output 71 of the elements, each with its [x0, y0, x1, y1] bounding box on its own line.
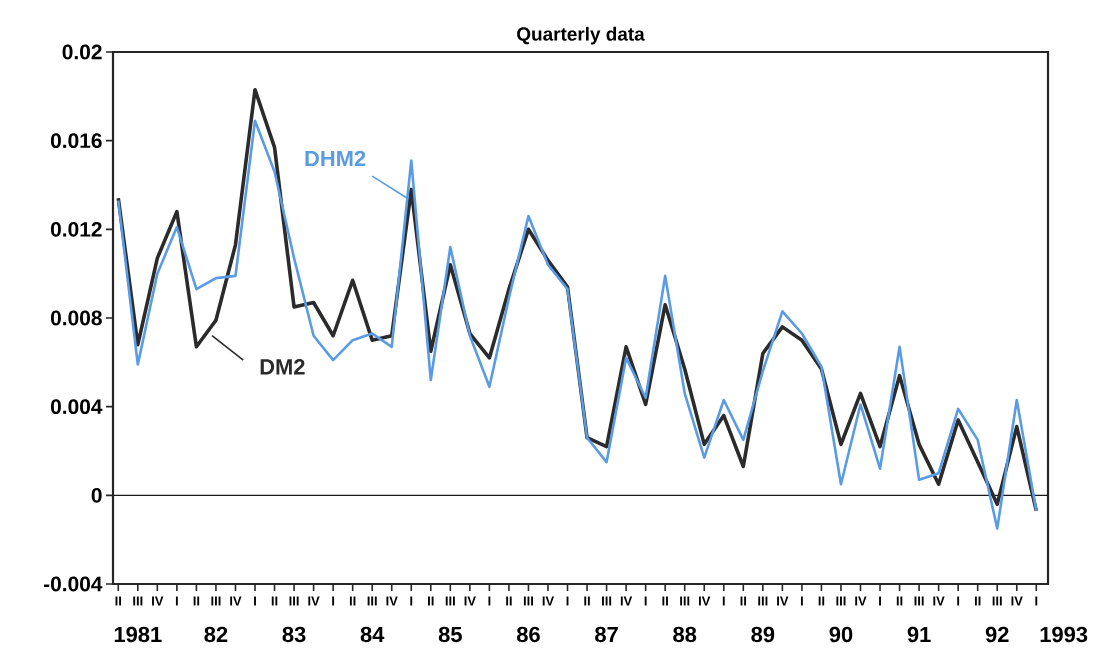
y-tick-label: -0.004 — [43, 576, 103, 592]
x-tick-label: IV — [386, 596, 398, 606]
x-tick-label: II — [349, 596, 356, 606]
x-tick-label: IV — [152, 596, 164, 606]
y-tick-label: 0 — [91, 487, 102, 503]
x-tick-label: I — [332, 596, 335, 606]
x-tick-label: IV — [230, 596, 242, 606]
x-tick-label: IV — [933, 596, 945, 606]
text: 92 — [985, 626, 1009, 643]
text: 1993 — [1040, 626, 1088, 643]
series-label: DM2 — [260, 359, 305, 375]
x-tick-label: I — [800, 596, 803, 606]
x-tick-label: II — [115, 596, 122, 606]
x-tick-label: IV — [698, 596, 711, 606]
series-label: DHM2 — [305, 150, 366, 167]
y-tick-label: 0.004 — [50, 399, 103, 415]
x-tick-label: II — [974, 596, 981, 606]
x-tick-label: II — [271, 596, 278, 606]
y-tick-label: 0.012 — [50, 221, 102, 237]
x-tick-label: I — [566, 596, 569, 606]
x-tick-label: IV — [855, 596, 867, 606]
x-tick-label: III — [211, 596, 221, 606]
x-tick-label: III — [445, 596, 455, 606]
x-tick-label: IV — [620, 596, 633, 606]
text: 1981 — [114, 626, 162, 643]
x-tick-label: I — [879, 596, 881, 606]
y-tick-label: 0.02 — [62, 44, 102, 60]
x-tick-label: III — [133, 596, 143, 606]
x-tick-label: I — [957, 596, 960, 606]
y-tick-label: 0.016 — [50, 133, 102, 149]
x-tick-label: III — [758, 596, 768, 606]
x-tick-label: II — [428, 596, 434, 606]
x-tick-label: III — [680, 596, 690, 606]
text: 88 — [673, 626, 697, 643]
x-tick-label: I — [488, 596, 491, 606]
x-tick-label: II — [662, 596, 668, 606]
x-tick-label: II — [506, 596, 512, 606]
x-tick-label: III — [289, 596, 299, 606]
x-tick-label: I — [722, 596, 725, 606]
x-tick-label: II — [193, 596, 200, 606]
text: 86 — [516, 626, 540, 643]
x-tick-label: III — [602, 596, 612, 606]
text: 83 — [282, 626, 306, 643]
text: 91 — [907, 626, 931, 643]
x-tick-label: I — [410, 596, 413, 606]
x-tick-label: III — [992, 596, 1002, 606]
x-tick-label: III — [367, 596, 377, 606]
x-tick-label: I — [1035, 596, 1038, 606]
x-tick-label: I — [644, 596, 647, 606]
text: 89 — [751, 626, 775, 643]
text: 87 — [595, 626, 618, 643]
x-tick-label: III — [914, 596, 924, 606]
x-tick-label: II — [740, 596, 747, 606]
x-tick-label: III — [836, 596, 846, 606]
x-tick-label: II — [896, 596, 903, 606]
text: 85 — [438, 626, 462, 643]
x-tick-label: IV — [542, 596, 555, 606]
chart-title: Quarterly data — [517, 26, 645, 45]
x-tick-label: IV — [308, 596, 320, 606]
text: 84 — [360, 626, 385, 643]
x-tick-label: I — [175, 596, 178, 606]
x-tick-label: I — [254, 596, 256, 606]
x-tick-label: II — [584, 596, 590, 606]
text: 90 — [829, 626, 853, 643]
x-tick-label: III — [523, 596, 533, 606]
y-tick-label: 0.008 — [50, 310, 102, 326]
x-tick-label: II — [818, 596, 825, 606]
x-tick-label: IV — [777, 596, 789, 606]
text: 82 — [204, 626, 228, 643]
x-tick-label: IV — [1011, 596, 1023, 606]
x-tick-label: IV — [464, 596, 476, 606]
